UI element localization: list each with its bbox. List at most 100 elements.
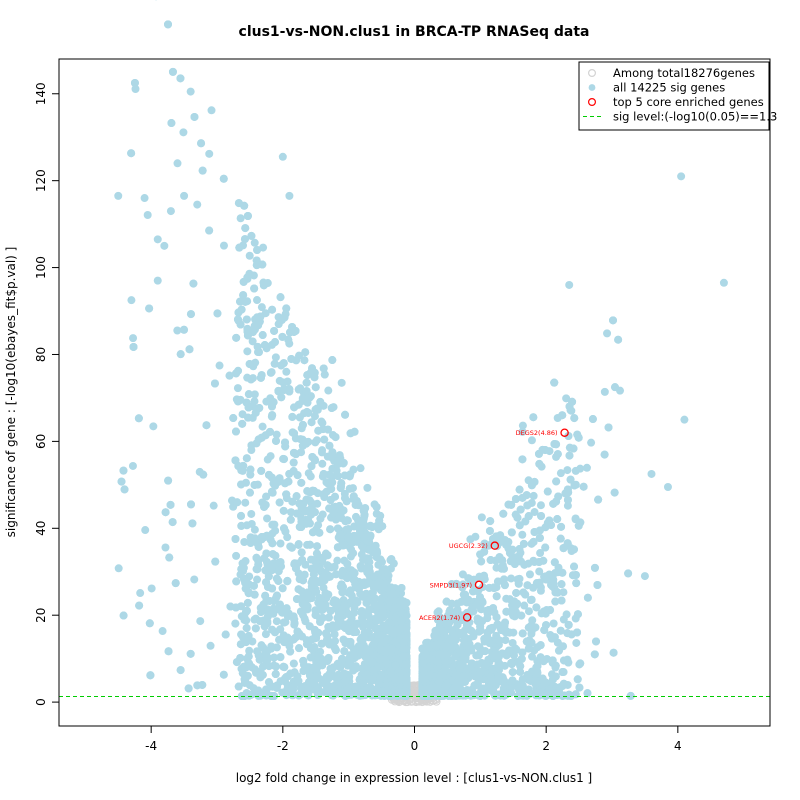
sig-gene-point	[593, 580, 602, 589]
sig-gene-point	[130, 78, 139, 87]
sig-gene-point	[466, 690, 475, 699]
sig-gene-point	[276, 539, 285, 548]
sig-gene-point	[258, 422, 267, 431]
sig-gene-point	[526, 596, 535, 605]
sig-gene-point	[250, 390, 259, 399]
sig-gene-point	[164, 476, 173, 485]
sig-gene-point	[219, 670, 228, 679]
sig-gene-point	[310, 565, 319, 574]
sig-gene-point	[215, 361, 224, 370]
sig-gene-point	[515, 574, 524, 583]
sig-gene-point	[477, 557, 486, 566]
sig-gene-point	[331, 433, 340, 442]
sig-gene-point	[294, 400, 303, 409]
sig-gene-point	[283, 576, 292, 585]
sig-gene-point	[287, 354, 296, 363]
sig-gene-point	[207, 106, 216, 115]
sig-gene-point	[296, 690, 305, 699]
sig-gene-point	[189, 279, 198, 288]
sig-gene-point	[357, 564, 366, 573]
sig-gene-point	[234, 682, 243, 691]
sig-gene-point	[242, 454, 251, 463]
sig-gene-point	[184, 684, 193, 693]
sig-gene-point	[266, 368, 275, 377]
sig-gene-point	[219, 174, 228, 183]
sig-gene-point	[545, 516, 554, 525]
sig-gene-point	[516, 667, 525, 676]
sig-gene-point	[275, 498, 284, 507]
sig-gene-point	[306, 653, 315, 662]
sig-gene-point	[315, 528, 324, 537]
sig-gene-point	[143, 211, 152, 220]
sig-gene-point	[556, 626, 565, 635]
sig-gene-point	[233, 315, 242, 324]
sig-gene-point	[582, 463, 591, 472]
sig-gene-point	[340, 471, 349, 480]
sig-gene-point	[120, 485, 129, 494]
sig-gene-point	[566, 475, 575, 484]
sig-gene-point	[344, 525, 353, 534]
sig-gene-point	[275, 376, 284, 385]
sig-gene-point	[513, 681, 522, 690]
sig-gene-point	[241, 224, 250, 233]
sig-gene-point	[257, 303, 266, 312]
sig-gene-point	[334, 680, 343, 689]
sig-gene-point	[536, 653, 545, 662]
sig-gene-point	[176, 666, 185, 675]
sig-gene-point	[241, 608, 250, 617]
sig-gene-point	[161, 543, 170, 552]
sig-gene-point	[149, 422, 158, 431]
sig-gene-point	[262, 549, 271, 558]
sig-gene-point	[317, 448, 326, 457]
sig-gene-point	[518, 455, 527, 464]
sig-gene-point	[614, 335, 623, 344]
sig-gene-point	[145, 304, 154, 313]
sig-gene-point	[569, 444, 578, 453]
sig-gene-point	[583, 593, 592, 602]
sig-gene-point	[516, 662, 525, 671]
sig-gene-point	[326, 664, 335, 673]
sig-gene-point	[338, 566, 347, 575]
sig-gene-point	[537, 512, 546, 521]
sig-gene-point	[559, 588, 568, 597]
sig-gene-point	[164, 20, 173, 29]
sig-gene-point	[233, 384, 242, 393]
sig-gene-point	[316, 514, 325, 523]
sig-gene-point	[253, 296, 262, 305]
sig-gene-point	[297, 587, 306, 596]
sig-gene-point	[298, 420, 307, 429]
sig-gene-point	[119, 611, 128, 620]
sig-gene-point	[347, 545, 356, 554]
sig-gene-point	[286, 515, 295, 524]
sig-gene-point	[270, 628, 279, 637]
sig-gene-point	[245, 359, 254, 368]
sig-gene-point	[361, 504, 370, 513]
sig-gene-point	[187, 500, 196, 509]
sig-gene-point	[543, 487, 552, 496]
sig-gene-point	[272, 430, 281, 439]
sig-gene-point	[466, 535, 475, 544]
sig-gene-point	[592, 637, 601, 646]
sig-gene-point	[472, 600, 481, 609]
sig-gene-point	[455, 628, 464, 637]
sig-gene-point	[507, 528, 516, 537]
sig-gene-point	[541, 543, 550, 552]
sig-gene-point	[232, 577, 241, 586]
sig-gene-point	[570, 562, 579, 571]
sig-gene-point	[333, 472, 342, 481]
sig-gene-point	[242, 398, 251, 407]
sig-gene-point	[233, 498, 242, 507]
sig-gene-point	[241, 498, 250, 507]
sig-gene-point	[502, 540, 511, 549]
sig-gene-point	[259, 243, 268, 252]
sig-gene-point	[244, 390, 253, 399]
sig-gene-point	[176, 350, 185, 359]
sig-gene-point	[205, 226, 214, 235]
sig-gene-point	[311, 383, 320, 392]
sig-gene-point	[468, 587, 477, 596]
sig-gene-point	[134, 414, 143, 423]
sig-gene-point	[274, 320, 283, 329]
sig-gene-point	[600, 387, 609, 396]
sig-gene-point	[511, 644, 520, 653]
sig-gene-point	[626, 691, 635, 700]
